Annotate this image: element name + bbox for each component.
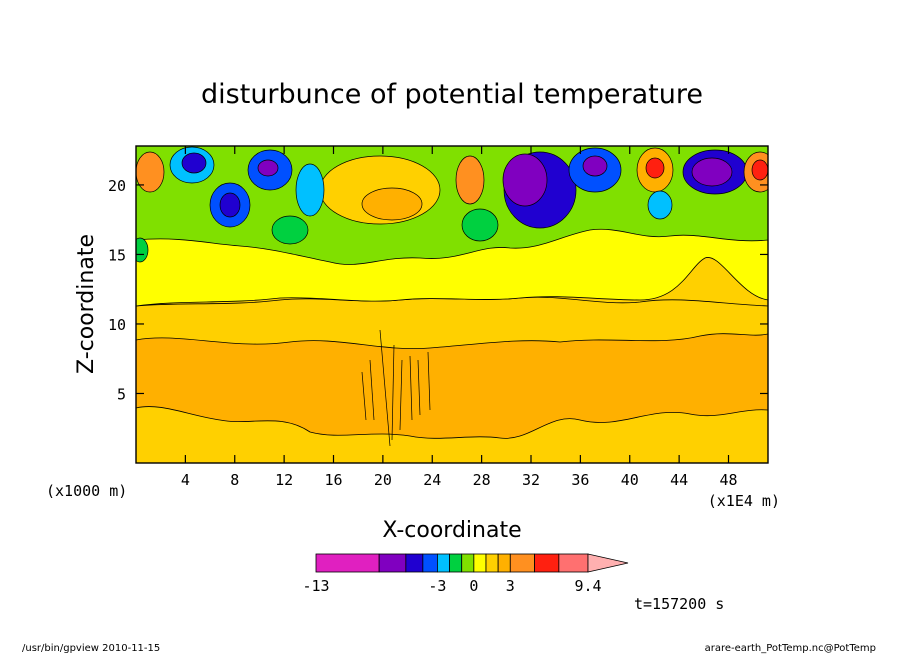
plot-frame [135, 145, 769, 464]
x-tick-label: 8 [230, 471, 239, 489]
colorbar-tick-label: 3 [506, 577, 515, 595]
x-axis: 4 8 12 16 20 24 28 32 36 40 44 48 [181, 146, 738, 489]
colorbar-segment [497, 553, 511, 573]
colorbar-tick-label: 9.4 [574, 577, 601, 595]
colorbar-tick-label: 0 [469, 577, 478, 595]
x-unit-right-label: (x1E4 m) [708, 492, 780, 510]
field-plume [361, 329, 431, 447]
field-band-warm [136, 333, 768, 439]
colorbar-segment [473, 553, 487, 573]
x-tick-label: 4 [181, 471, 190, 489]
x-tick-label: 24 [423, 471, 441, 489]
x-axis-label: X-coordinate [382, 518, 521, 543]
colorbar-segment [558, 553, 589, 573]
colorbar-tick-label: -3 [428, 577, 446, 595]
footer-right: arare-earth_PotTemp.nc@PotTemp [705, 643, 876, 654]
x-tick-label: 32 [522, 471, 540, 489]
y-tick-label: 5 [117, 385, 126, 403]
colorbar-tick-labels: -13 -3 0 3 9.4 [302, 577, 601, 595]
colorbar-segment [509, 553, 535, 573]
colorbar-segment [405, 553, 424, 573]
x-tick-label: 36 [571, 471, 589, 489]
y-axis-label: Z-coordinate [74, 234, 99, 374]
footer-left: /usr/bin/gpview 2010-11-15 [22, 643, 160, 654]
x-tick-label: 44 [670, 471, 688, 489]
colorbar-segment [315, 553, 380, 573]
x-tick-label: 16 [324, 471, 342, 489]
colorbar-segment [461, 553, 475, 573]
x-tick-label: 48 [719, 471, 737, 489]
colorbar-segment [378, 553, 407, 573]
colorbar-segment [449, 553, 463, 573]
x-tick-label: 28 [473, 471, 491, 489]
colorbar-tick-label: -13 [302, 577, 329, 595]
chart-title: disturbunce of potential temperature [201, 79, 703, 110]
x-tick-label: 12 [275, 471, 293, 489]
time-label: t=157200 s [634, 595, 724, 613]
y-tick-label: 10 [108, 316, 126, 334]
colorbar-segment [437, 553, 450, 573]
x-unit-left-label: (x1000 m) [46, 482, 127, 500]
colorbar-segment [485, 553, 499, 573]
x-tick-label: 20 [374, 471, 392, 489]
field-cells-upper [136, 146, 768, 263]
y-tick-label: 15 [108, 246, 126, 264]
colorbar-segment [422, 553, 438, 573]
y-axis: 5 10 15 20 [108, 177, 768, 403]
heatmap-field [136, 146, 768, 463]
x-tick-label: 40 [621, 471, 639, 489]
colorbar-segment [534, 553, 560, 573]
y-tick-label: 20 [108, 177, 126, 195]
colorbar [315, 553, 629, 573]
colorbar-overflow-arrow [587, 553, 629, 573]
